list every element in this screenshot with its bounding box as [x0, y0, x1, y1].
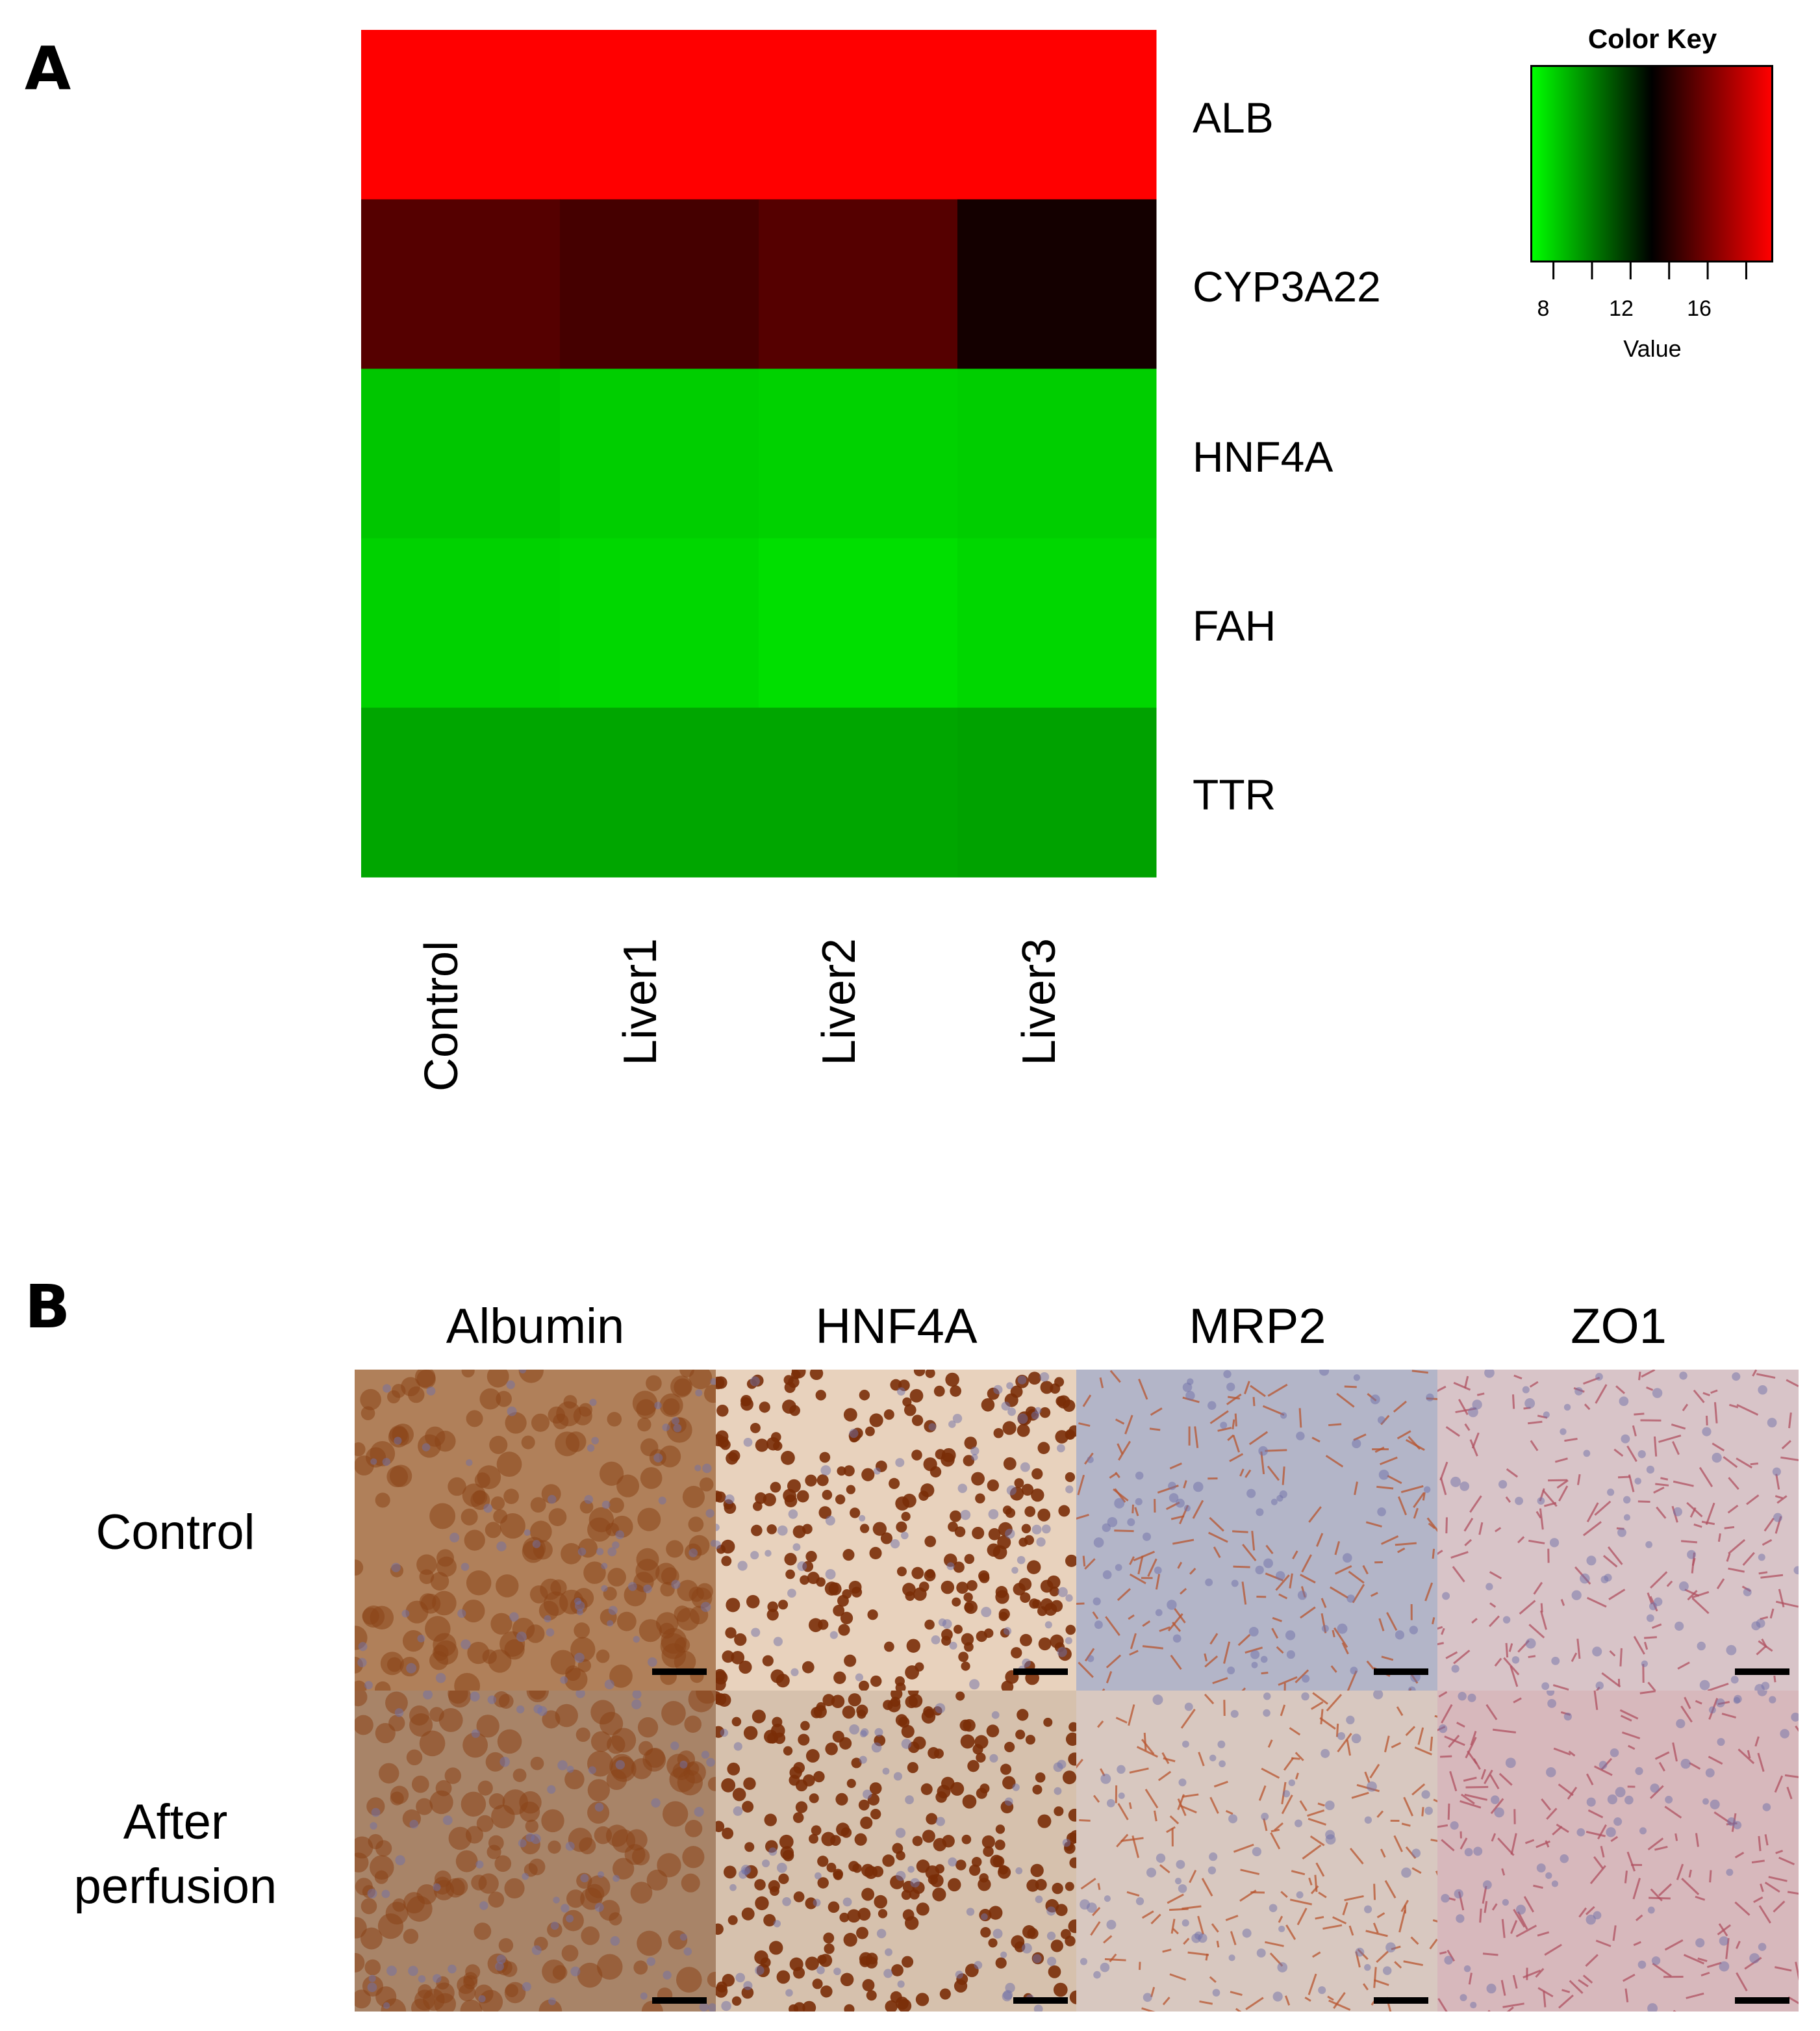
row-label-cyp3a22: CYP3A22 [1193, 262, 1381, 311]
scale-bar [1734, 1997, 1789, 2004]
stain-header-hnf4a: HNF4A [815, 1299, 978, 1354]
heatmap-cell-hnf4a-liver2 [759, 368, 958, 539]
heatmap-cell-hnf4a-control [361, 368, 561, 539]
col-label-liver1: Liver1 [614, 938, 666, 1066]
heatmap-cell-cyp3a22-control [361, 199, 561, 370]
scale-bar [652, 1668, 707, 1675]
col-label-control: Control [416, 940, 468, 1092]
micrograph-texture [1076, 1691, 1437, 2012]
heatmap-cell-ttr-liver2 [759, 708, 958, 878]
col-label-liver3: Liver3 [1013, 938, 1065, 1066]
heatmap-cell-fah-liver1 [560, 538, 759, 708]
heatmap-cell-fah-liver2 [759, 538, 958, 708]
heatmap-cell-hnf4a-liver3 [957, 368, 1157, 539]
scale-bar [652, 1997, 707, 2004]
color-key-title: Color Key [1587, 23, 1717, 54]
color-key-gradient [1530, 65, 1773, 262]
color-key-tick-8: 8 [1537, 296, 1550, 321]
micrograph-texture [715, 1370, 1077, 1691]
color-key-ticks [1552, 262, 1747, 279]
micrograph-texture [355, 1691, 716, 2012]
micrograph-zo1-control [1437, 1370, 1799, 1691]
heatmap [361, 30, 1157, 878]
micrograph-albumin-after-perfusion [355, 1691, 716, 2012]
col-label-liver2: Liver2 [813, 938, 865, 1066]
heatmap-cell-fah-control [361, 538, 561, 708]
color-key-tick-12: 12 [1609, 296, 1634, 321]
scale-bar [1013, 1668, 1068, 1675]
row-label-alb: ALB [1193, 94, 1274, 142]
heatmap-cell-cyp3a22-liver1 [560, 199, 759, 370]
heatmap-cell-alb-control [361, 30, 561, 200]
heatmap-cell-ttr-liver3 [957, 708, 1157, 878]
micrograph-mrp2-after-perfusion [1076, 1691, 1437, 2012]
heatmap-cell-ttr-liver1 [560, 708, 759, 878]
stain-header-zo1: ZO1 [1571, 1299, 1667, 1354]
stain-header-mrp2: MRP2 [1189, 1299, 1326, 1354]
condition-label-control: Control [95, 1505, 255, 1560]
scale-bar [1374, 1997, 1428, 2004]
micrograph-grid [355, 1370, 1799, 2012]
micrograph-texture [715, 1691, 1077, 2012]
micrograph-mrp2-control [1076, 1370, 1437, 1691]
heatmap-cell-cyp3a22-liver2 [759, 199, 958, 370]
color-key-tick-16: 16 [1687, 296, 1712, 321]
panel-a-letter: A [25, 34, 71, 103]
micrograph-hnf4a-after-perfusion [715, 1691, 1077, 2012]
heatmap-cell-alb-liver3 [957, 30, 1157, 200]
scale-bar [1013, 1997, 1068, 2004]
heatmap-cell-fah-liver3 [957, 538, 1157, 708]
heatmap-cell-alb-liver1 [560, 30, 759, 200]
scale-bar [1374, 1668, 1428, 1675]
micrograph-texture [355, 1370, 716, 1691]
heatmap-cell-cyp3a22-liver3 [957, 199, 1157, 370]
row-label-fah: FAH [1193, 602, 1276, 650]
micrograph-texture [1076, 1370, 1437, 1691]
row-label-hnf4a: HNF4A [1193, 433, 1333, 481]
heatmap-cell-ttr-control [361, 708, 561, 878]
scale-bar [1734, 1668, 1789, 1675]
micrograph-albumin-control [355, 1370, 716, 1691]
heatmap-cell-hnf4a-liver1 [560, 368, 759, 539]
micrograph-zo1-after-perfusion [1437, 1691, 1799, 2012]
heatmap-cell-alb-liver2 [759, 30, 958, 200]
condition-label-after-perfusion: After perfusion [73, 1795, 277, 1914]
micrograph-hnf4a-control [715, 1370, 1077, 1691]
color-key-xlabel: Value [1623, 335, 1682, 362]
micrograph-texture [1437, 1370, 1799, 1691]
row-label-ttr: TTR [1193, 771, 1276, 819]
panel-b-letter: B [25, 1272, 71, 1342]
micrograph-texture [1437, 1691, 1799, 2012]
stain-header-albumin: Albumin [446, 1299, 625, 1354]
